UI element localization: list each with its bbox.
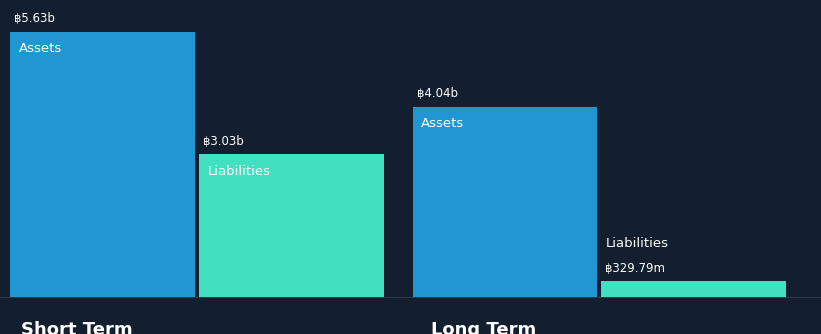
Text: Liabilities: Liabilities bbox=[606, 236, 668, 249]
Text: Assets: Assets bbox=[421, 117, 464, 130]
Text: Short Term: Short Term bbox=[21, 321, 132, 334]
Text: Long Term: Long Term bbox=[431, 321, 536, 334]
Text: ฿329.79m: ฿329.79m bbox=[606, 262, 666, 275]
Bar bbox=[11, 32, 195, 297]
Text: ฿5.63b: ฿5.63b bbox=[14, 12, 55, 25]
Bar bbox=[200, 154, 383, 297]
Text: Liabilities: Liabilities bbox=[208, 165, 270, 178]
Text: Assets: Assets bbox=[18, 42, 62, 55]
Bar bbox=[601, 281, 787, 297]
Text: ฿4.04b: ฿4.04b bbox=[416, 87, 457, 100]
Text: ฿3.03b: ฿3.03b bbox=[204, 135, 244, 148]
Bar bbox=[412, 107, 598, 297]
